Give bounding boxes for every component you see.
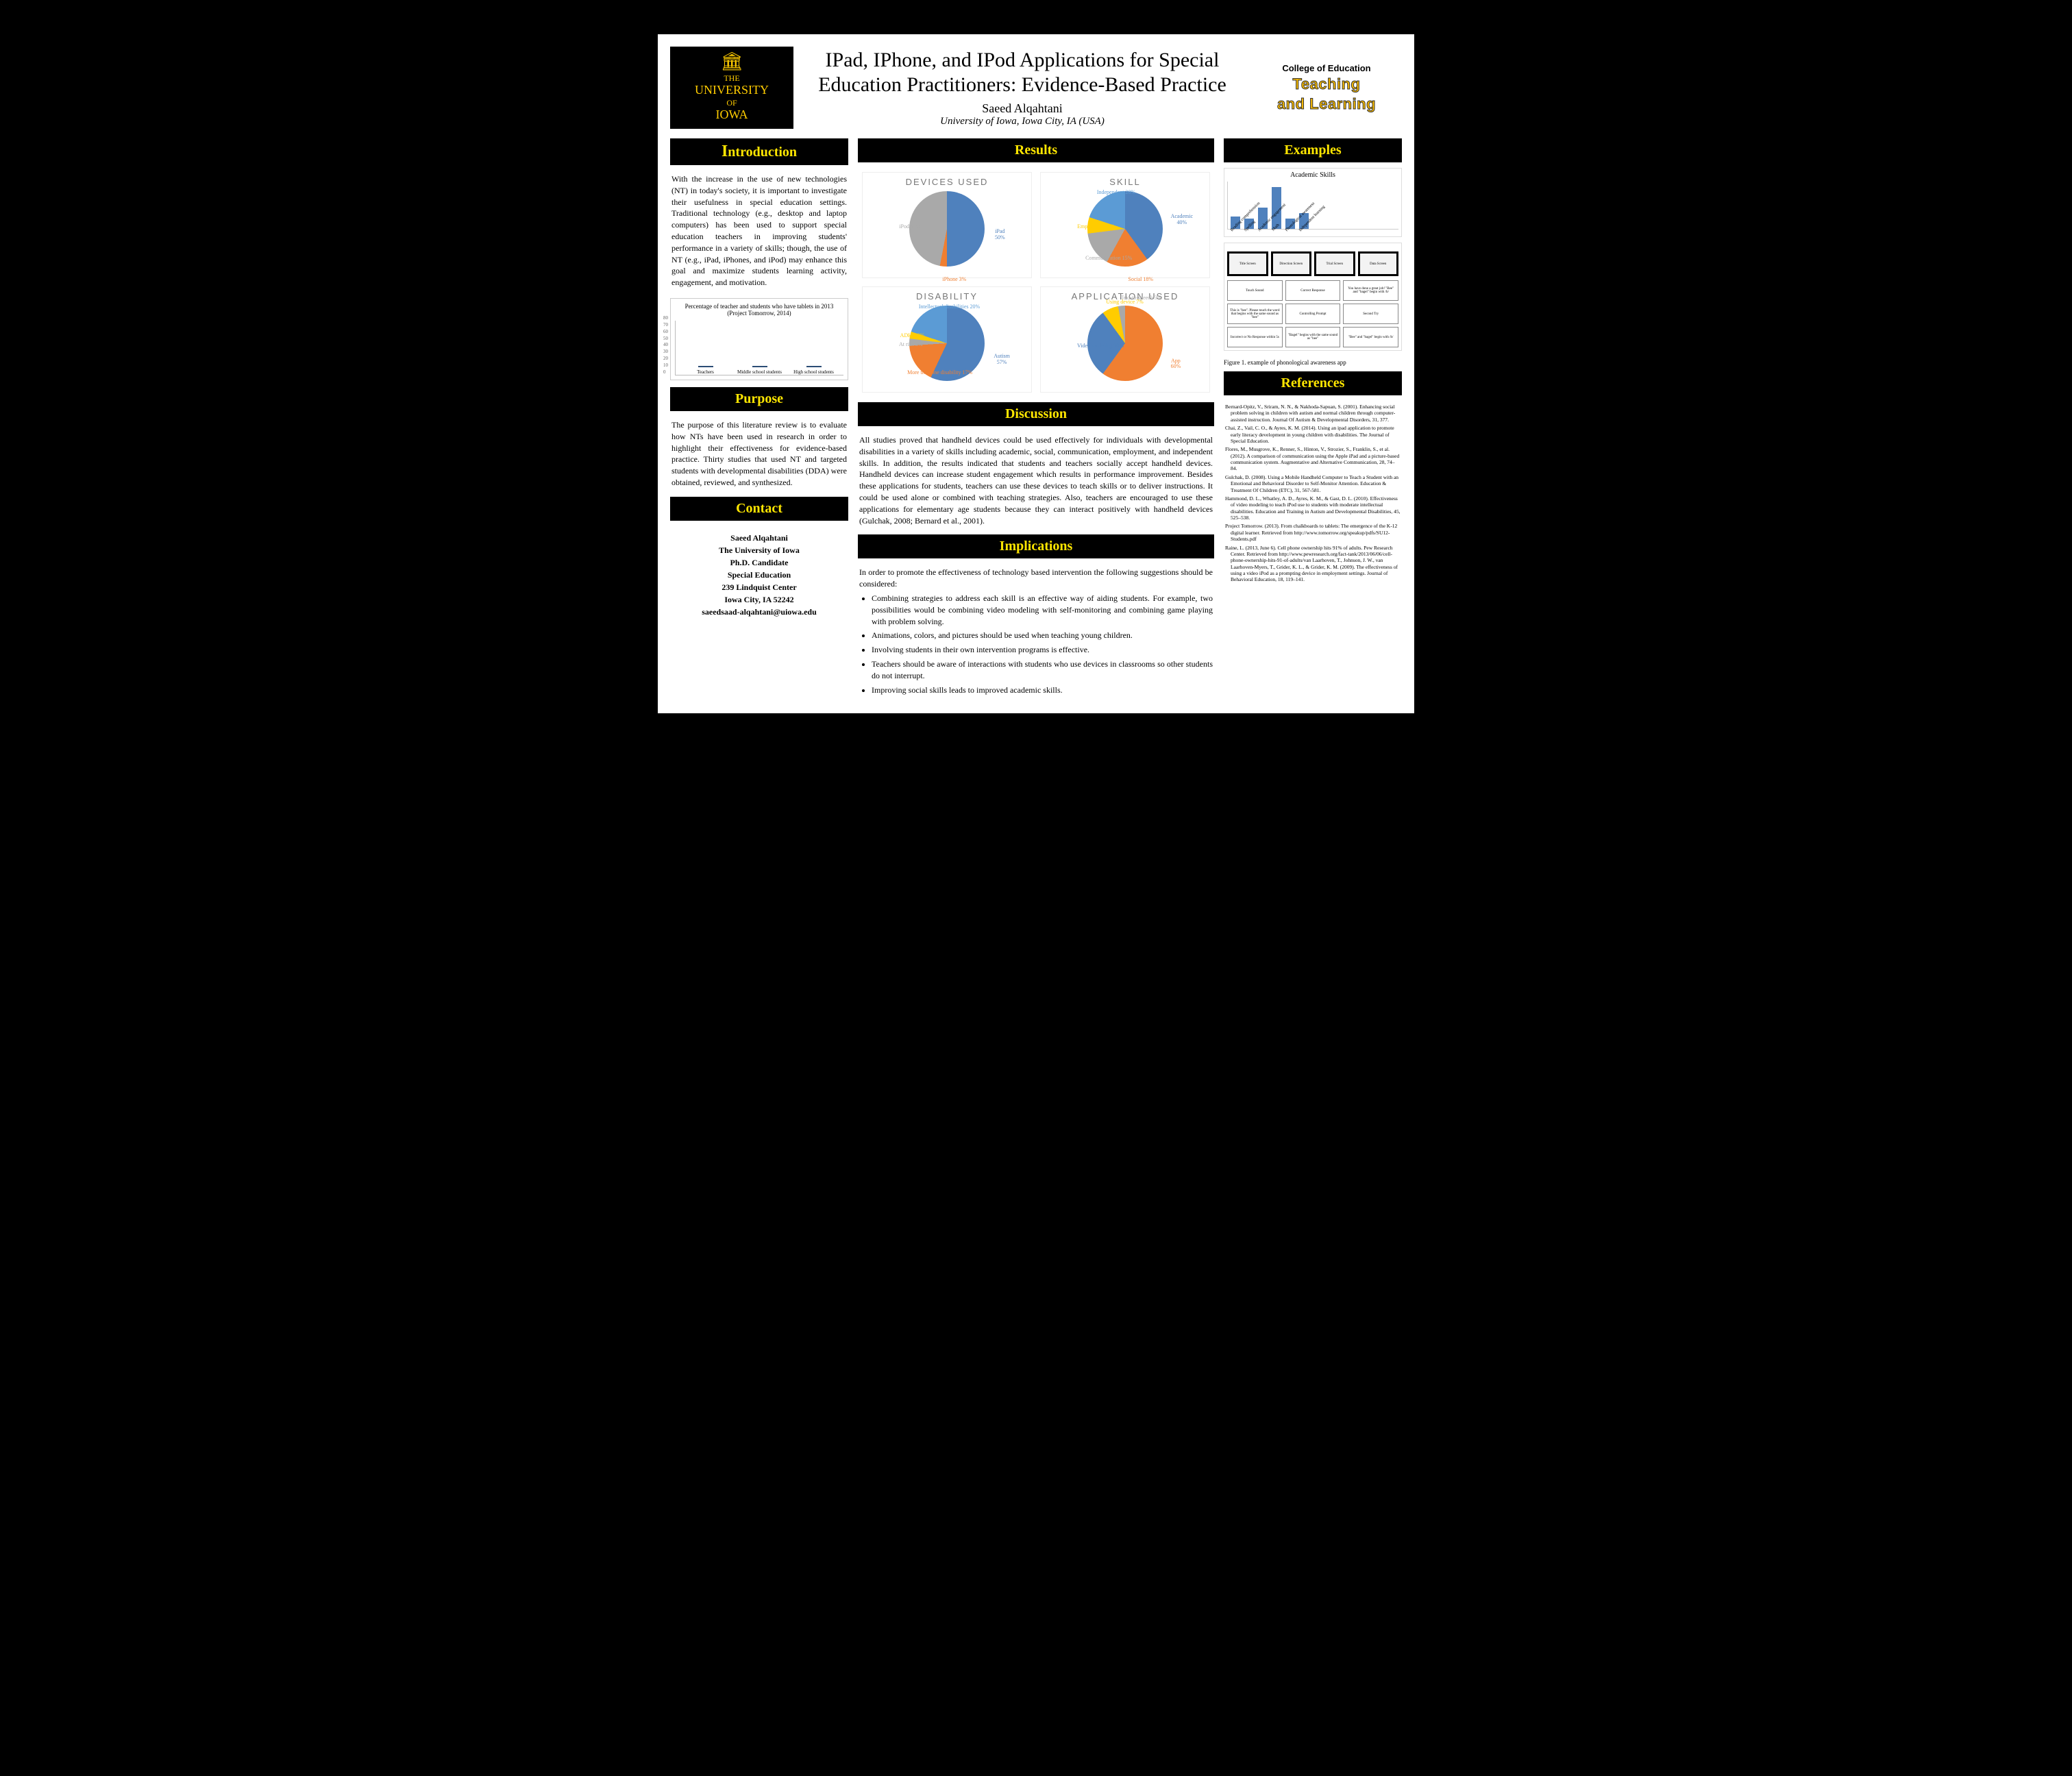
poster: 🏛 THE UNIVERSITY OF IOWA IPad, IPhone, a… xyxy=(658,34,1414,713)
examples-header: Examples xyxy=(1224,138,1402,162)
implications-intro: In order to promote the effectiveness of… xyxy=(859,567,1213,590)
contact-dept: Special Education xyxy=(670,569,848,581)
app-screenshots: Title ScreenDirection ScreenTrial Screen… xyxy=(1224,243,1402,351)
pie-devices: DEVICES USED iPad 50%iPhone 3%iPod 47% xyxy=(862,172,1032,278)
discussion-body: All studies proved that handheld devices… xyxy=(858,432,1214,529)
contact-addr: 239 Lindquist Center xyxy=(670,581,848,593)
purpose-body: The purpose of this literature review is… xyxy=(670,417,848,491)
implications-header: Implications xyxy=(858,534,1214,558)
contact-email: saeedsaad-alqahtani@uiowa.edu xyxy=(670,606,848,618)
pie-skill-title: SKILL xyxy=(1045,177,1205,187)
introduction-header: Introduction xyxy=(670,138,848,165)
left-column: Introduction With the increase in the us… xyxy=(670,138,848,701)
academic-skills-chart: Academic Skills Reading comprehensionSpe… xyxy=(1224,168,1402,237)
college-label: College of Education xyxy=(1251,63,1402,73)
purpose-header: Purpose xyxy=(670,387,848,411)
pie-disability: DISABILITY Autism 57%More than one disab… xyxy=(862,286,1032,393)
pie-application: APPLICATION USED App 60%Video modeling 3… xyxy=(1040,286,1210,393)
logo-the: THE xyxy=(724,73,739,83)
pie-skill: SKILL Academic 40%Social 18%Communicatio… xyxy=(1040,172,1210,278)
intro-chart-bars: 01020304050607080TeachersMiddle school s… xyxy=(675,321,843,375)
logo-iowa-text: IOWA xyxy=(695,108,769,123)
introduction-body: With the increase in the use of new tech… xyxy=(670,171,848,291)
pie-grid: DEVICES USED iPad 50%iPhone 3%iPod 47% S… xyxy=(858,168,1214,397)
poster-title: IPad, IPhone, and IPod Applications for … xyxy=(807,48,1237,97)
logo-teaching-learning: College of Education Teaching and Learni… xyxy=(1251,63,1402,112)
references-body: Bernard-Opitz, V., Sriram, N. N., & Nakh… xyxy=(1224,401,1402,588)
teaching-label: Teaching xyxy=(1251,76,1402,92)
contact-block: Saeed Alqahtani The University of Iowa P… xyxy=(670,526,848,624)
figure-caption: Figure 1. example of phonological awaren… xyxy=(1224,359,1402,366)
implications-list: Combining strategies to address each ski… xyxy=(859,593,1213,695)
middle-column: Results DEVICES USED iPad 50%iPhone 3%iP… xyxy=(858,138,1214,701)
logo-university: UNIVERSITY xyxy=(695,83,769,98)
author-affiliation: University of Iowa, Iowa City, IA (USA) xyxy=(807,116,1237,127)
example-chart-title: Academic Skills xyxy=(1227,171,1398,179)
title-block: IPad, IPhone, and IPod Applications for … xyxy=(807,48,1237,127)
pie-devices-title: DEVICES USED xyxy=(867,177,1027,187)
intro-chart-title: Percentage of teacher and students who h… xyxy=(675,303,843,317)
pie-disability-title: DISABILITY xyxy=(867,291,1027,301)
logo-of: OF xyxy=(726,98,737,108)
contact-degree: Ph.D. Candidate xyxy=(670,556,848,569)
contact-uni: The University of Iowa xyxy=(670,544,848,556)
discussion-header: Discussion xyxy=(858,402,1214,426)
references-header: References xyxy=(1224,371,1402,395)
implications-body: In order to promote the effectiveness of… xyxy=(858,564,1214,701)
contact-city: Iowa City, IA 52242 xyxy=(670,593,848,606)
header: 🏛 THE UNIVERSITY OF IOWA IPad, IPhone, a… xyxy=(670,47,1402,129)
contact-header: Contact xyxy=(670,497,848,521)
tablet-percentage-chart: Percentage of teacher and students who h… xyxy=(670,298,848,380)
logo-iowa: 🏛 THE UNIVERSITY OF IOWA xyxy=(670,47,793,129)
results-header: Results xyxy=(858,138,1214,162)
right-column: Examples Academic Skills Reading compreh… xyxy=(1224,138,1402,701)
dome-icon: 🏛 xyxy=(720,53,743,71)
learning-label: and Learning xyxy=(1251,96,1402,112)
poster-frame: 🏛 THE UNIVERSITY OF IOWA IPad, IPhone, a… xyxy=(637,14,1435,734)
contact-name: Saeed Alqahtani xyxy=(670,532,848,544)
author-name: Saeed Alqahtani xyxy=(807,101,1237,116)
